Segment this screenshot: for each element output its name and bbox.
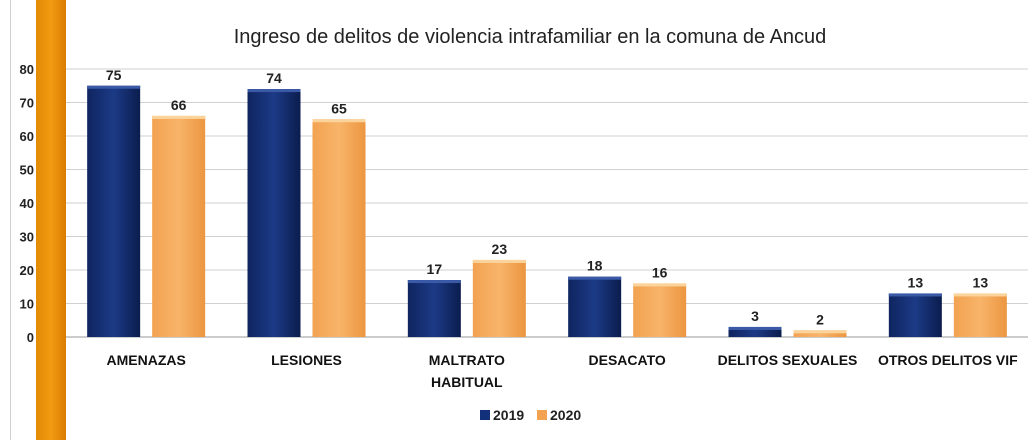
x-tick-label: LESIONES: [271, 352, 342, 368]
bar-top-2019: [568, 276, 622, 280]
data-label: 16: [652, 264, 668, 280]
legend-swatch-2020: [537, 410, 547, 420]
bar-top-2020: [312, 119, 366, 123]
gridlines: [66, 68, 1028, 338]
bar-2019: [407, 280, 461, 337]
bar-2019: [568, 276, 622, 337]
bar-2020: [152, 115, 206, 338]
bar-2020: [793, 330, 847, 337]
y-tick-label: 0: [27, 330, 34, 345]
bar-top-2020: [633, 283, 687, 287]
x-tick-label: DELITOS SEXUALES: [718, 352, 858, 368]
x-tick-label: HABITUAL: [431, 374, 503, 390]
y-tick-label: 10: [20, 297, 34, 312]
bar-2020: [953, 293, 1007, 337]
data-label: 13: [908, 274, 924, 290]
x-tick-label: DESACATO: [589, 352, 666, 368]
bar-top-2020: [953, 293, 1007, 297]
data-label: 75: [106, 67, 122, 83]
bars: [87, 85, 1007, 338]
data-label: 65: [331, 100, 347, 116]
bar-top-2020: [793, 330, 847, 334]
bar-top-2019: [247, 89, 301, 93]
left-rule: [10, 0, 11, 440]
y-tick-label: 40: [20, 196, 34, 211]
data-label: 3: [751, 308, 759, 324]
data-label: 66: [171, 97, 187, 113]
legend-swatch-2019: [480, 410, 490, 420]
x-tick-label: MALTRATO: [429, 352, 505, 368]
bar-top-2020: [472, 259, 526, 263]
x-tick-label: OTROS DELITOS VIF: [878, 352, 1018, 368]
bar-2019: [888, 293, 942, 337]
bar-top-2019: [888, 293, 942, 297]
legend: 2019 2020: [480, 407, 581, 423]
bar-2019: [728, 326, 782, 337]
bar-2020: [312, 119, 366, 337]
bar-top-2020: [152, 115, 206, 119]
legend-label-2019: 2019: [493, 407, 524, 423]
data-label: 23: [492, 241, 508, 257]
chart-title: Ingreso de delitos de violencia intrafam…: [234, 26, 827, 48]
bar-2019: [247, 89, 301, 337]
y-axis: 0 10 20 30 40 50 60 70 80: [20, 62, 34, 345]
data-label: 18: [587, 258, 603, 274]
y-tick-label: 20: [20, 263, 34, 278]
data-label: 74: [266, 70, 282, 86]
legend-label-2020: 2020: [550, 407, 581, 423]
data-label: 17: [427, 261, 443, 277]
y-tick-label: 30: [20, 230, 34, 245]
y-tick-label: 50: [20, 163, 34, 178]
decorative-band: [36, 0, 66, 440]
bar-2020: [472, 259, 526, 337]
data-labels: 75 66 74 65 17 23 18 16 3 2 13 13: [106, 67, 988, 328]
bar-2020: [633, 283, 687, 337]
x-tick-label: AMENAZAS: [106, 352, 185, 368]
x-axis: AMENAZAS LESIONES MALTRATO HABITUAL DESACATO…: [106, 352, 1018, 390]
data-label: 13: [973, 274, 989, 290]
y-tick-label: 70: [20, 96, 34, 111]
bar-2019: [87, 85, 141, 337]
y-tick-label: 60: [20, 129, 34, 144]
data-label: 2: [816, 311, 824, 327]
bar-top-2019: [407, 280, 461, 284]
bar-top-2019: [87, 85, 141, 89]
y-tick-label: 80: [20, 62, 34, 77]
bar-top-2019: [728, 326, 782, 330]
